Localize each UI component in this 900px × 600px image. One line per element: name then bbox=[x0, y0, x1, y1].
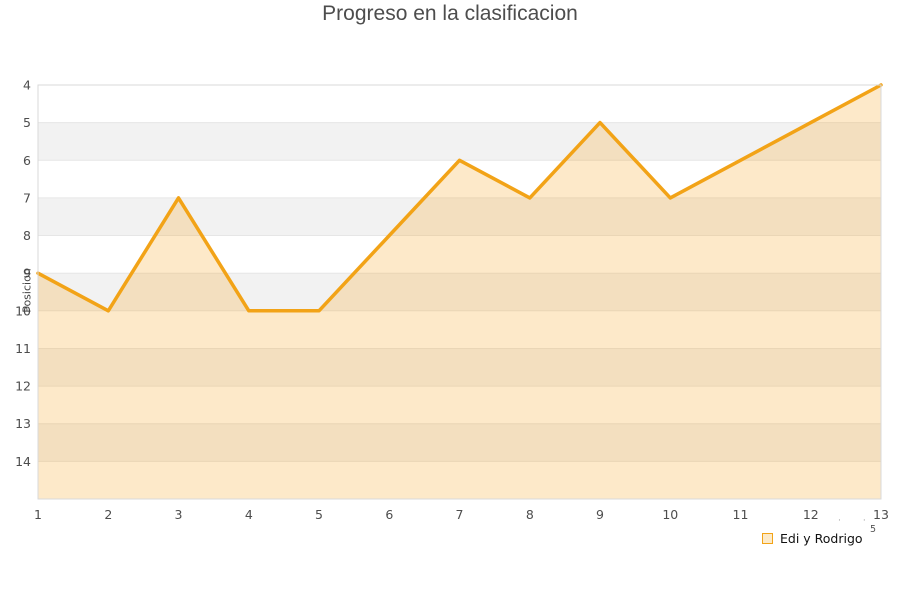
y-tick-label: 14 bbox=[15, 454, 31, 469]
plot-band bbox=[38, 273, 881, 311]
x-tick-label: 12 bbox=[803, 507, 819, 522]
plot-band bbox=[38, 423, 881, 462]
legend-dots-decoration: ·· bbox=[838, 516, 888, 526]
x-tick-label: 8 bbox=[526, 507, 534, 522]
y-axis-title: Posicion bbox=[20, 268, 34, 313]
y-tick-label: 4 bbox=[23, 78, 31, 93]
legend-superscript-note: 5 bbox=[870, 524, 877, 535]
plot-band bbox=[38, 122, 881, 161]
plot-band bbox=[38, 310, 881, 349]
chart-title: Progreso en la clasificacion bbox=[322, 2, 578, 25]
x-tick-label: 7 bbox=[456, 507, 464, 522]
plot-band bbox=[38, 197, 881, 236]
y-tick-label: 8 bbox=[23, 228, 31, 243]
y-tick-label: 6 bbox=[23, 153, 31, 168]
plot-band bbox=[38, 348, 881, 387]
x-tick-label: 10 bbox=[662, 507, 678, 522]
plot-band bbox=[38, 160, 881, 198]
plot-band bbox=[38, 386, 881, 424]
x-tick-label: 3 bbox=[175, 507, 183, 522]
y-tick-label: 11 bbox=[15, 341, 31, 356]
y-tick-label: 10 bbox=[15, 303, 31, 318]
series-area bbox=[38, 85, 881, 499]
x-tick-label: 11 bbox=[733, 507, 749, 522]
x-tick-label: 5 bbox=[315, 507, 323, 522]
y-tick-label: 12 bbox=[15, 379, 31, 394]
plot-band bbox=[38, 85, 881, 123]
plot-band bbox=[38, 461, 881, 499]
x-tick-label: 9 bbox=[596, 507, 604, 522]
x-tick-label: 6 bbox=[385, 507, 393, 522]
legend-item-edi-y-rodrigo[interactable]: Edi y Rodrigo bbox=[762, 531, 863, 546]
series-line bbox=[36, 83, 883, 313]
x-tick-label: 4 bbox=[245, 507, 253, 522]
x-tick-label: 13 bbox=[873, 507, 889, 522]
legend-swatch-icon bbox=[762, 533, 773, 544]
plot-border bbox=[37, 84, 882, 500]
y-tick-label: 13 bbox=[15, 416, 31, 431]
x-tick-label: 1 bbox=[34, 507, 42, 522]
y-tick-label: 5 bbox=[23, 115, 31, 130]
plot-band bbox=[38, 235, 881, 274]
y-tick-label: 9 bbox=[23, 266, 31, 281]
legend-label: Edi y Rodrigo bbox=[780, 531, 863, 546]
x-tick-label: 2 bbox=[104, 507, 112, 522]
y-tick-label: 7 bbox=[23, 190, 31, 205]
